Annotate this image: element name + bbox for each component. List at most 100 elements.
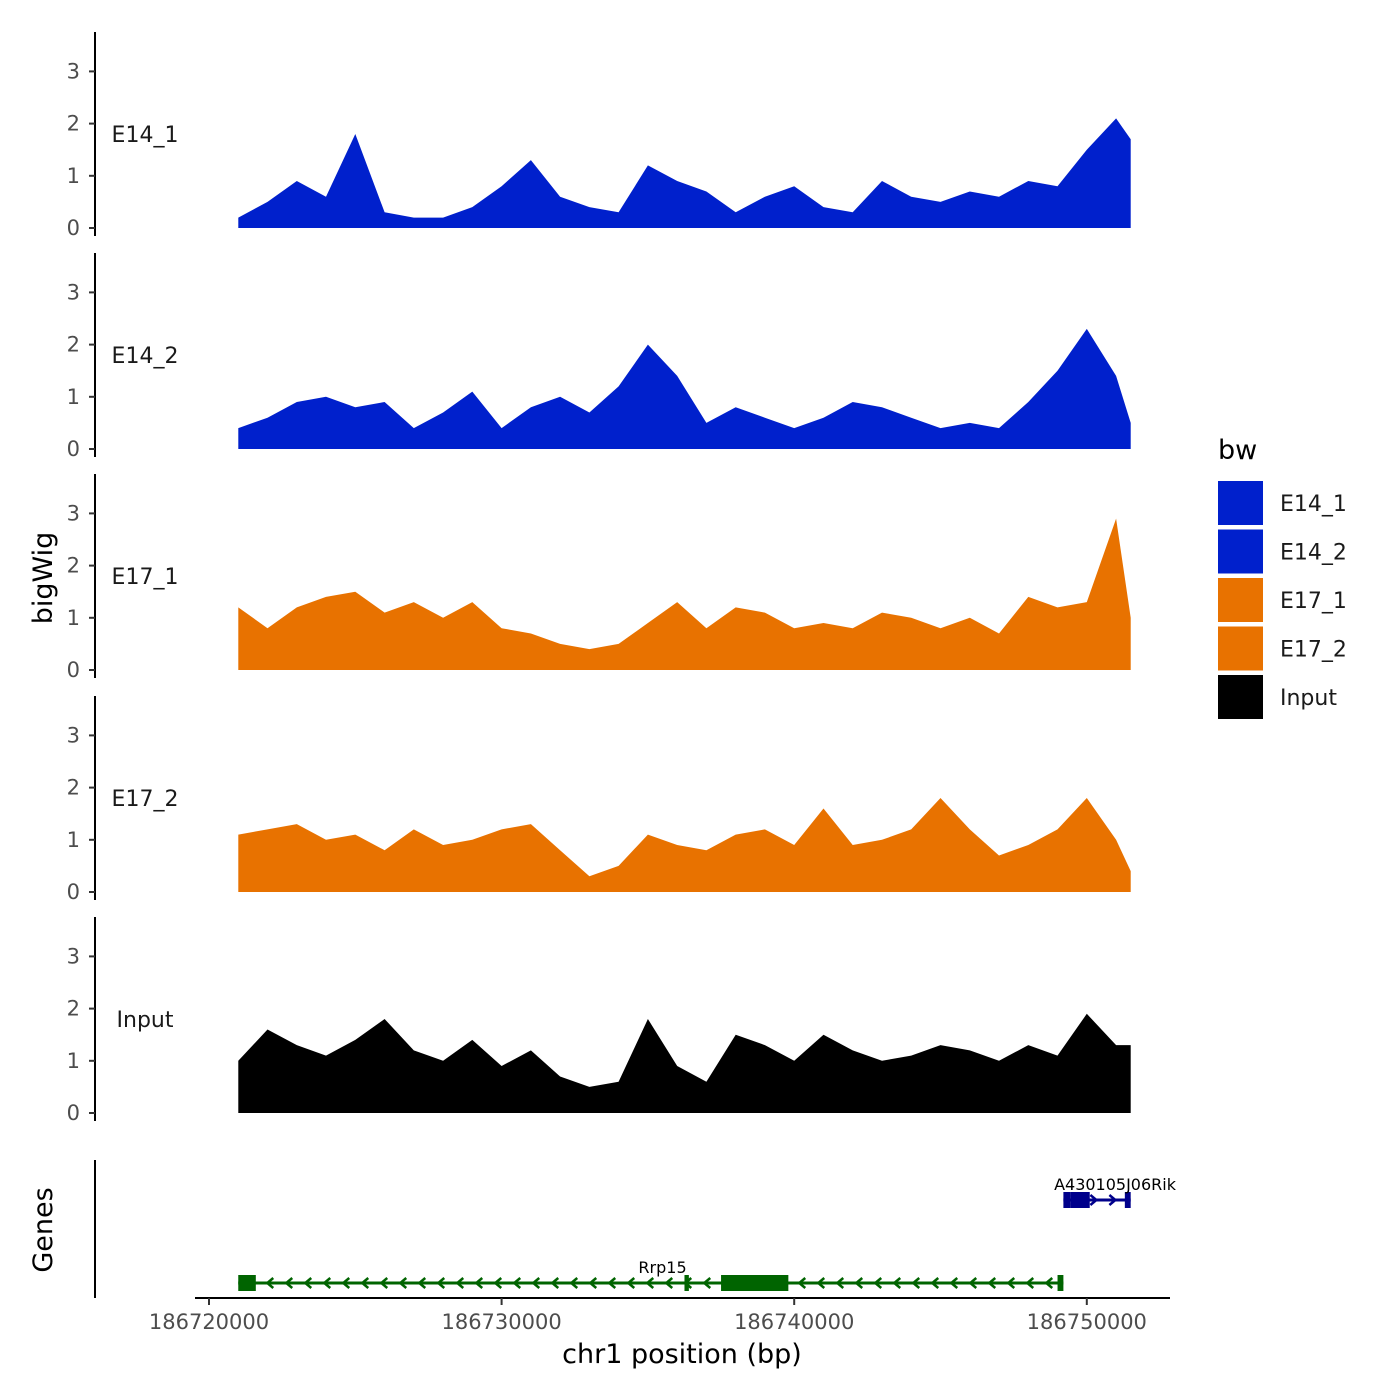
strand-arrow [569,1277,579,1289]
track-e17_1: 0 1 2 3 E17_1 [67,474,1131,682]
x-axis-title: chr1 position (bp) [562,1339,802,1370]
strand-arrow [588,1277,598,1289]
strand-arrow [664,1277,674,1289]
strand-arrow [626,1277,636,1289]
x-tick-label: 186720000 [149,1310,269,1334]
legend-label: E17_1 [1280,589,1347,614]
strand-arrow [265,1277,275,1289]
y-tick-label: 2 [67,112,80,136]
x-tick-label: 186730000 [441,1310,561,1334]
strand-arrow [1089,1194,1099,1206]
strand-arrow [455,1277,465,1289]
y-tick-label: 0 [67,658,80,682]
coverage-area [238,118,1131,228]
coverage-area [238,518,1131,670]
strand-arrow [1025,1277,1035,1289]
strand-arrow [930,1277,940,1289]
x-tick-label: 186740000 [734,1310,854,1334]
gene-exon [684,1275,689,1291]
track-label: E17_2 [112,787,179,812]
gene-label: A430105J06Rik [1054,1175,1177,1194]
gene-label: Rrp15 [638,1258,686,1277]
strand-arrow [1006,1277,1016,1289]
strand-arrow [512,1277,522,1289]
y-tick-label: 0 [67,1101,80,1125]
y-tick-label: 0 [67,880,80,904]
strand-arrow [911,1277,921,1289]
coverage-area [238,1013,1131,1113]
gene-exon [1124,1192,1131,1208]
gene-exon [1063,1192,1071,1208]
gene-track-title: Genes [28,1187,59,1272]
strand-arrow [968,1277,978,1289]
strand-arrow [360,1277,370,1289]
strand-arrow [873,1277,883,1289]
strand-arrow [987,1277,997,1289]
y-tick-label: 1 [67,1049,80,1073]
legend-label: E14_2 [1280,541,1347,566]
y-tick-label: 3 [67,723,80,747]
legend-swatch [1218,675,1263,719]
strand-arrow [341,1277,351,1289]
tracks-layer: 0 1 2 3 E14_1 0 1 2 3 E14_2 0 1 2 3 E17_1 0 1 2 3 E17_2 0 1 2 3… [67,32,1131,1125]
strand-arrow [816,1277,826,1289]
gene-track: 186720000 186730000 186740000 186750000 A430… [94,1160,1177,1334]
strand-arrow [645,1277,655,1289]
gene-rrp15: Rrp15 [238,1258,1064,1291]
strand-arrow [949,1277,959,1289]
strand-arrow [702,1277,712,1289]
strand-arrow [493,1277,503,1289]
legend-swatch [1218,626,1263,671]
strand-arrow [379,1277,389,1289]
strand-arrow [1044,1277,1054,1289]
track-e14_1: 0 1 2 3 E14_1 [67,32,1131,240]
strand-arrow [854,1277,864,1289]
strand-arrow [322,1277,332,1289]
strand-arrow [1108,1194,1118,1206]
strand-arrow [892,1277,902,1289]
y-tick-label: 3 [67,59,80,83]
y-tick-label: 2 [67,554,80,578]
strand-arrow [398,1277,408,1289]
legend-label: Input [1280,686,1337,711]
x-tick-label: 186750000 [1027,1310,1147,1334]
strand-arrow [797,1277,807,1289]
legend: bw E14_1 E14_2 E17_1 E17_2 Input [1218,435,1347,719]
y-axis-title: bigWig [28,532,59,625]
track-label: E14_1 [112,123,179,148]
gene-a430105j06rik: A430105J06Rik [1054,1175,1177,1208]
legend-label: E17_2 [1280,638,1347,663]
y-tick-label: 0 [67,437,80,461]
track-input: 0 1 2 3 Input [67,917,1131,1125]
legend-label: E14_1 [1280,492,1347,517]
strand-arrow [835,1277,845,1289]
legend-title: bw [1218,435,1257,466]
track-e17_2: 0 1 2 3 E17_2 [67,696,1131,904]
strand-arrow [417,1277,427,1289]
legend-swatch [1218,529,1263,574]
legend-swatch [1218,481,1263,525]
y-tick-label: 3 [67,280,80,304]
y-tick-label: 1 [67,828,80,852]
track-e14_2: 0 1 2 3 E14_2 [67,253,1131,461]
y-tick-label: 2 [67,776,80,800]
track-label: E17_1 [112,565,179,590]
strand-arrow [284,1277,294,1289]
gene-exon [1057,1275,1064,1291]
y-tick-label: 3 [67,944,80,968]
strand-arrow [550,1277,560,1289]
coverage-area [238,798,1131,892]
coverage-area [238,328,1131,449]
gene-exon [1070,1192,1090,1208]
y-tick-label: 2 [67,997,80,1021]
track-label: E14_2 [112,344,179,369]
strand-arrow [474,1277,484,1289]
y-tick-label: 2 [67,333,80,357]
y-tick-label: 0 [67,216,80,240]
y-tick-label: 1 [67,164,80,188]
y-tick-label: 3 [67,501,80,525]
gene-exon [238,1275,256,1291]
strand-arrow [607,1277,617,1289]
y-tick-label: 1 [67,385,80,409]
legend-swatch [1218,578,1263,622]
